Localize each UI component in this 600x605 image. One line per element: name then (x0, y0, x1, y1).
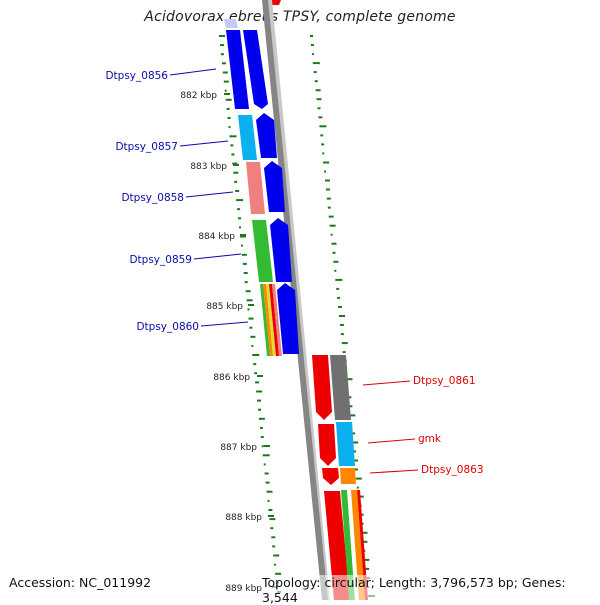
kbp-label-888: 888 kbp (225, 513, 262, 523)
kbp-label-882: 882 kbp (180, 91, 217, 101)
kbp-label-883: 883 kbp (190, 162, 227, 172)
gene-gmk-color-block (336, 422, 355, 466)
accession-text: Accession: NC_011992 (9, 575, 152, 590)
label-gmk[interactable]: gmk (418, 433, 442, 445)
label-dtpsy-0858[interactable]: Dtpsy_0858 (121, 192, 184, 204)
kbp-label-884: 884 kbp (198, 232, 235, 242)
gene-dtpsy-0857-color-block (238, 115, 257, 160)
cds-arrow-dtpsy-0856[interactable] (243, 30, 268, 109)
gene-dtpsy-0856-color-block (226, 30, 249, 109)
label-dtpsy-0861[interactable]: Dtpsy_0861 (413, 375, 476, 387)
label-dtpsy-0859[interactable]: Dtpsy_0859 (129, 254, 192, 266)
gene-dtpsy-0863-color-block (340, 468, 356, 484)
cds-arrow-next[interactable] (324, 491, 350, 600)
cds-arrow-gmk[interactable] (318, 424, 336, 466)
label-dtpsy-0860[interactable]: Dtpsy_0860 (136, 321, 199, 333)
kbp-axis: 882 kbp 883 kbp 884 kbp 885 kbp 886 kbp … (180, 91, 278, 594)
gene-dtpsy-0859-color-block (252, 220, 273, 282)
label-dtpsy-0857[interactable]: Dtpsy_0857 (115, 141, 178, 153)
cds-arrow-dtpsy-0859[interactable] (270, 218, 292, 282)
kbp-label-885: 885 kbp (206, 302, 243, 312)
label-dtpsy-0863[interactable]: Dtpsy_0863 (421, 464, 484, 476)
kbp-label-887: 887 kbp (220, 443, 257, 453)
gene-dtpsy-0861-color-block (330, 355, 351, 420)
gc-skew-inner-track (219, 35, 282, 593)
cds-arrow-dtpsy-0863[interactable] (322, 468, 339, 485)
cds-arrow-dtpsy-0858[interactable] (264, 161, 285, 212)
label-dtpsy-0856[interactable]: Dtpsy_0856 (105, 70, 168, 82)
cds-arrow-dtpsy-0860[interactable] (277, 283, 299, 354)
kbp-label-889: 889 kbp (225, 584, 262, 594)
gene-next-color-block (341, 490, 368, 600)
cds-arrow-dtpsy-0857[interactable] (256, 113, 277, 158)
kbp-label-886: 886 kbp (213, 373, 250, 383)
gene-dtpsy-0860-color-block (260, 284, 282, 356)
map-title: Acidovorax ebreus TPSY, complete genome (144, 9, 456, 25)
partial-feature-top-lavender (224, 19, 238, 28)
gene-dtpsy-0858-color-block (246, 162, 265, 214)
genome-summary-text: Topology: circular; Length: 3,796,573 bp… (262, 575, 600, 605)
cds-arrow-dtpsy-0861[interactable] (312, 355, 332, 420)
reverse-gene-labels: Dtpsy_0861 gmk Dtpsy_0863 (362, 375, 484, 476)
forward-gene-labels: Dtpsy_0856 Dtpsy_0857 Dtpsy_0858 Dtpsy_0… (105, 68, 249, 333)
